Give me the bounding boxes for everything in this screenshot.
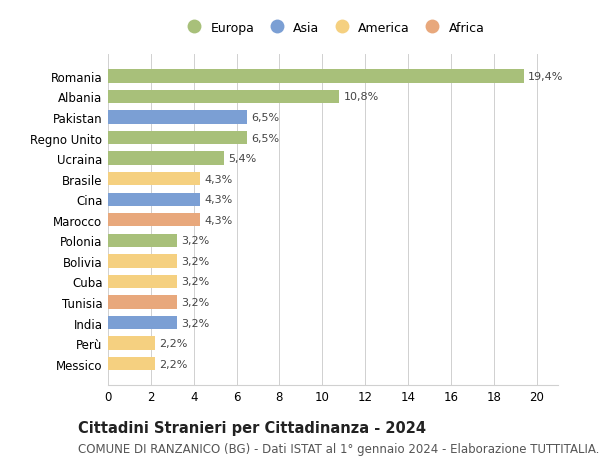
Bar <box>108 193 200 207</box>
Text: 6,5%: 6,5% <box>251 133 280 143</box>
Text: 5,4%: 5,4% <box>228 154 256 164</box>
Text: 3,2%: 3,2% <box>181 277 209 287</box>
Text: 6,5%: 6,5% <box>251 113 280 123</box>
Text: 3,2%: 3,2% <box>181 297 209 308</box>
Bar <box>108 173 200 186</box>
Text: 2,2%: 2,2% <box>160 338 188 348</box>
Text: Cittadini Stranieri per Cittadinanza - 2024: Cittadini Stranieri per Cittadinanza - 2… <box>78 420 426 435</box>
Bar <box>108 296 176 309</box>
Bar <box>108 255 176 268</box>
Text: 3,2%: 3,2% <box>181 236 209 246</box>
Bar <box>108 132 247 145</box>
Text: 4,3%: 4,3% <box>205 195 233 205</box>
Bar <box>108 213 200 227</box>
Bar <box>108 337 155 350</box>
Bar <box>108 357 155 370</box>
Bar <box>108 316 176 330</box>
Text: 10,8%: 10,8% <box>344 92 379 102</box>
Text: 3,2%: 3,2% <box>181 256 209 266</box>
Text: 4,3%: 4,3% <box>205 174 233 185</box>
Text: 3,2%: 3,2% <box>181 318 209 328</box>
Bar <box>108 275 176 289</box>
Bar <box>108 90 340 104</box>
Text: 2,2%: 2,2% <box>160 359 188 369</box>
Legend: Europa, Asia, America, Africa: Europa, Asia, America, Africa <box>182 22 484 34</box>
Text: 19,4%: 19,4% <box>528 72 563 82</box>
Bar <box>108 152 224 165</box>
Bar <box>108 234 176 247</box>
Bar <box>108 70 524 84</box>
Text: COMUNE DI RANZANICO (BG) - Dati ISTAT al 1° gennaio 2024 - Elaborazione TUTTITAL: COMUNE DI RANZANICO (BG) - Dati ISTAT al… <box>78 442 600 454</box>
Text: 4,3%: 4,3% <box>205 215 233 225</box>
Bar <box>108 111 247 124</box>
